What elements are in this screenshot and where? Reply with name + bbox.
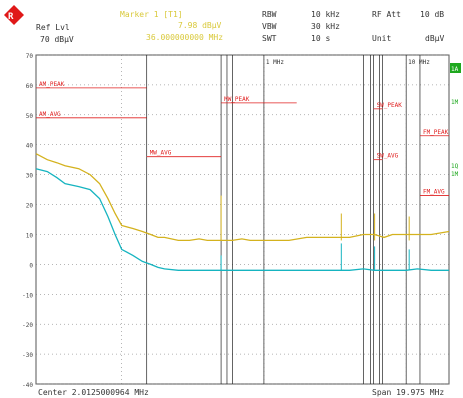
marker-frequency: 36.000000000 MHz bbox=[146, 33, 223, 42]
trace-2 bbox=[35, 168, 449, 271]
center-frequency: Center 2.0125000964 MHz bbox=[38, 388, 149, 397]
swt-value: 10 s bbox=[311, 34, 330, 43]
side-indicator-c2: 1M bbox=[451, 171, 459, 178]
limit-line-label: AM_AVG bbox=[39, 111, 61, 118]
brand-logo-icon: R bbox=[4, 5, 24, 25]
side-indicator-a: 1A bbox=[451, 66, 459, 73]
y-axis-ticks: 70 60 50 40 30 20 10 0 -10 -20 -30 -40 bbox=[22, 53, 33, 389]
rbw-label: RBW bbox=[262, 10, 277, 19]
rf-att-label: RF Att bbox=[372, 10, 401, 19]
vbw-value: 30 kHz bbox=[311, 22, 340, 31]
marker-level: 7.98 dBµV bbox=[178, 21, 222, 30]
limit-line-label: SW_AVG bbox=[377, 153, 399, 160]
limit-line-label: FM_AVG bbox=[423, 189, 445, 196]
ref-level-value: 70 dBµV bbox=[40, 35, 74, 44]
limit-line-label: AM_PEAK bbox=[39, 81, 65, 88]
ref-level-label: Ref Lvl bbox=[36, 23, 70, 32]
svg-text:R: R bbox=[8, 12, 14, 22]
y-tick-label: 60 bbox=[26, 83, 34, 90]
traces bbox=[35, 153, 450, 271]
y-tick-label: -10 bbox=[22, 292, 33, 299]
side-indicator-a-box bbox=[450, 63, 461, 73]
limit-lines: AM_PEAK AM_AVG MW_PEAK MW_AVG SW_PEAK SW_AVG F… bbox=[36, 81, 449, 196]
span-value: Span 19.975 MHz bbox=[372, 388, 444, 397]
x-tick-label: 1 MHz bbox=[266, 59, 284, 66]
y-tick-label: 30 bbox=[26, 173, 34, 180]
y-tick-label: 40 bbox=[26, 143, 34, 150]
x-tick-label: 10 MHz bbox=[408, 59, 430, 66]
rbw-value: 10 kHz bbox=[311, 10, 340, 19]
side-indicators: 1A 1M 1Q 1M bbox=[450, 63, 461, 178]
side-indicator-b: 1M bbox=[451, 99, 459, 106]
plot-frame bbox=[35, 54, 450, 385]
limit-line-label: MW_AVG bbox=[150, 150, 172, 157]
side-indicator-c: 1Q bbox=[451, 163, 459, 170]
y-tick-label: -40 bbox=[22, 382, 33, 389]
y-tick-label: -20 bbox=[22, 322, 33, 329]
y-tick-label: 10 bbox=[26, 232, 34, 239]
vertical-marker-lines bbox=[146, 55, 421, 384]
y-tick-label: 0 bbox=[29, 262, 33, 269]
limit-line-label: FM_PEAK bbox=[423, 129, 449, 136]
y-tick-label: -30 bbox=[22, 352, 33, 359]
unit-label: Unit bbox=[372, 34, 391, 43]
unit-value: dBµV bbox=[425, 34, 444, 43]
vbw-label: VBW bbox=[262, 22, 277, 31]
swt-label: SWT bbox=[262, 34, 277, 43]
y-tick-label: 20 bbox=[26, 203, 34, 210]
y-tick-label: 70 bbox=[26, 53, 34, 60]
x-axis-ticks: 1 MHz 10 MHz bbox=[266, 59, 430, 66]
limit-line-label: MW_PEAK bbox=[224, 96, 250, 103]
marker-label: Marker 1 [T1] bbox=[120, 10, 183, 19]
rf-att-value: 10 dB bbox=[420, 10, 444, 19]
limit-line-label: SW_PEAK bbox=[377, 102, 403, 109]
header-bar: Marker 1 [T1] 7.98 dBµV 36.000000000 MHz… bbox=[36, 10, 444, 44]
y-tick-label: 50 bbox=[26, 113, 34, 120]
